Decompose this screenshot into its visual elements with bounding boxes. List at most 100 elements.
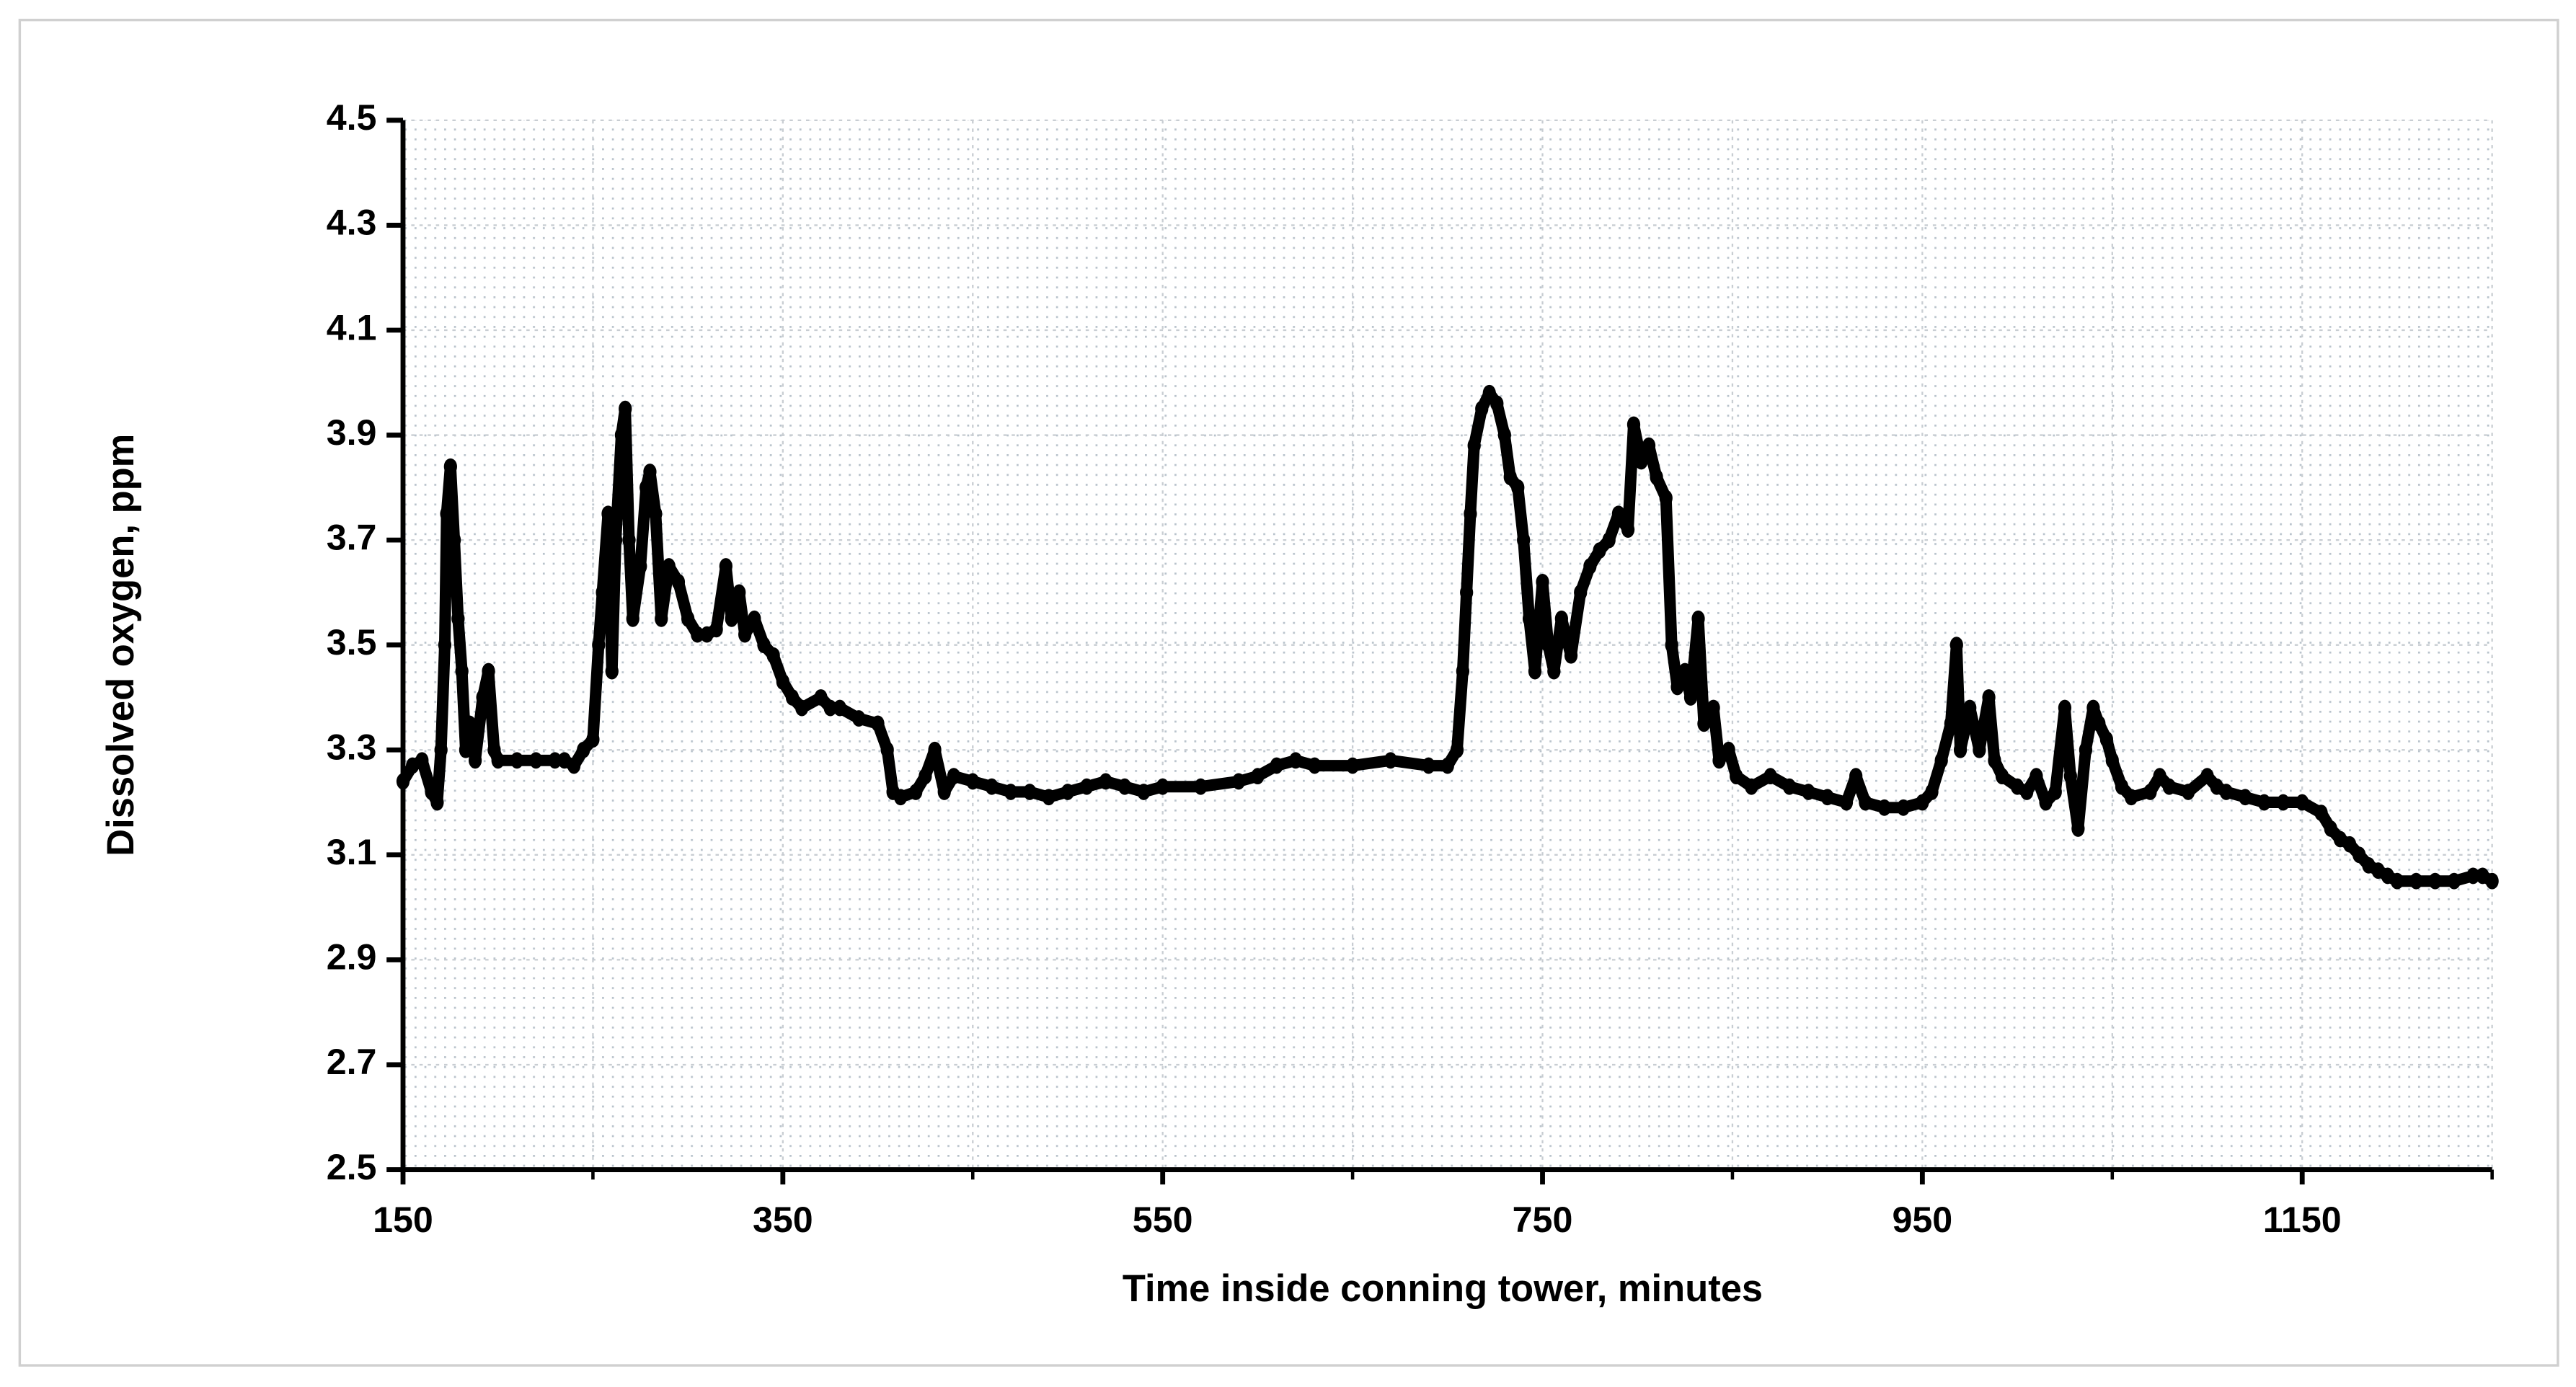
data-point (2296, 794, 2309, 811)
data-point (776, 673, 789, 691)
data-point (2071, 820, 2085, 837)
data-point (1988, 752, 2001, 769)
data-point (1503, 469, 1517, 486)
x-tick-label: 150 (373, 1200, 433, 1240)
data-point (1475, 400, 1489, 417)
data-point (1482, 384, 1496, 402)
data-point (681, 610, 695, 627)
data-point (622, 531, 636, 549)
data-point (1117, 778, 1132, 795)
data-point (451, 610, 465, 627)
data-point (567, 757, 581, 774)
data-point (1925, 784, 1939, 800)
data-point (1440, 757, 1454, 774)
x-axis-label: Time inside conning tower, minutes (1123, 1268, 1763, 1310)
data-point (2020, 784, 2034, 800)
data-point (937, 784, 951, 800)
data-point (649, 505, 663, 523)
data-point (1678, 663, 1692, 680)
data-point (1536, 573, 1549, 590)
data-point (1683, 689, 1698, 706)
data-point (880, 741, 894, 758)
data-point (1953, 741, 1968, 758)
data-point (985, 778, 999, 795)
data-point (671, 573, 686, 590)
data-point (447, 531, 461, 549)
data-point (476, 689, 490, 706)
data-point (605, 663, 619, 680)
data-point (1670, 678, 1684, 696)
data-point (1460, 584, 1474, 601)
data-point (1611, 505, 1626, 523)
data-point (1023, 784, 1037, 800)
data-point (748, 610, 761, 627)
data-point (2162, 778, 2176, 795)
data-point (2115, 778, 2129, 795)
data-point (619, 400, 632, 417)
data-point (1467, 437, 1481, 454)
data-point (1916, 794, 1929, 811)
data-point (1896, 799, 1911, 816)
data-point (1707, 699, 1720, 717)
data-point (626, 610, 639, 627)
x-tick-label: 950 (1892, 1200, 1952, 1240)
data-point (2030, 768, 2043, 785)
data-point (592, 637, 606, 654)
data-point (1554, 610, 1568, 627)
data-point (1730, 768, 1743, 785)
data-point (1944, 715, 1958, 732)
data-point (2447, 872, 2461, 890)
data-point (1859, 794, 1872, 811)
data-point (1995, 768, 2009, 785)
data-point (415, 752, 429, 769)
data-point (2099, 731, 2114, 748)
x-tick-label: 350 (753, 1200, 813, 1240)
data-point (1251, 768, 1265, 785)
data-point (2219, 784, 2233, 800)
data-point (1080, 778, 1094, 795)
data-point (1583, 558, 1597, 575)
data-point (1042, 789, 1055, 806)
data-point (482, 663, 495, 680)
data-point (2125, 789, 2138, 806)
y-tick-label: 2.9 (327, 937, 377, 978)
data-point (655, 610, 668, 627)
data-point (443, 458, 457, 475)
data-point (1547, 663, 1561, 680)
data-point (1593, 542, 1606, 559)
data-point (491, 752, 505, 769)
data-point (785, 689, 800, 706)
data-point (1634, 453, 1648, 470)
data-point (1231, 773, 1246, 790)
data-point (1697, 715, 1711, 732)
data-point (1665, 637, 1678, 654)
data-point (1061, 784, 1075, 800)
grid (402, 119, 2493, 1171)
data-point (1156, 778, 1169, 795)
data-point (2428, 872, 2442, 890)
data-point (639, 479, 653, 496)
data-point (928, 741, 942, 758)
data-point (643, 464, 657, 480)
data-point (966, 773, 980, 790)
data-point (2314, 805, 2328, 822)
data-point (2324, 820, 2337, 837)
data-point (430, 794, 444, 811)
data-point (634, 558, 647, 575)
x-tick-label: 750 (1513, 1200, 1573, 1240)
data-point (2200, 768, 2214, 785)
data-point (1384, 752, 1397, 769)
data-point (1004, 784, 1018, 800)
data-point (510, 752, 524, 769)
y-tick-label: 3.3 (327, 727, 377, 768)
y-tick-label: 4.5 (327, 97, 377, 138)
data-point (662, 558, 676, 575)
data-point (871, 715, 885, 732)
data-point (766, 647, 780, 664)
data-point (2105, 752, 2119, 769)
data-point (1137, 784, 1151, 800)
data-point (1194, 778, 1208, 795)
data-point (1626, 416, 1641, 433)
data-point (2342, 836, 2357, 853)
